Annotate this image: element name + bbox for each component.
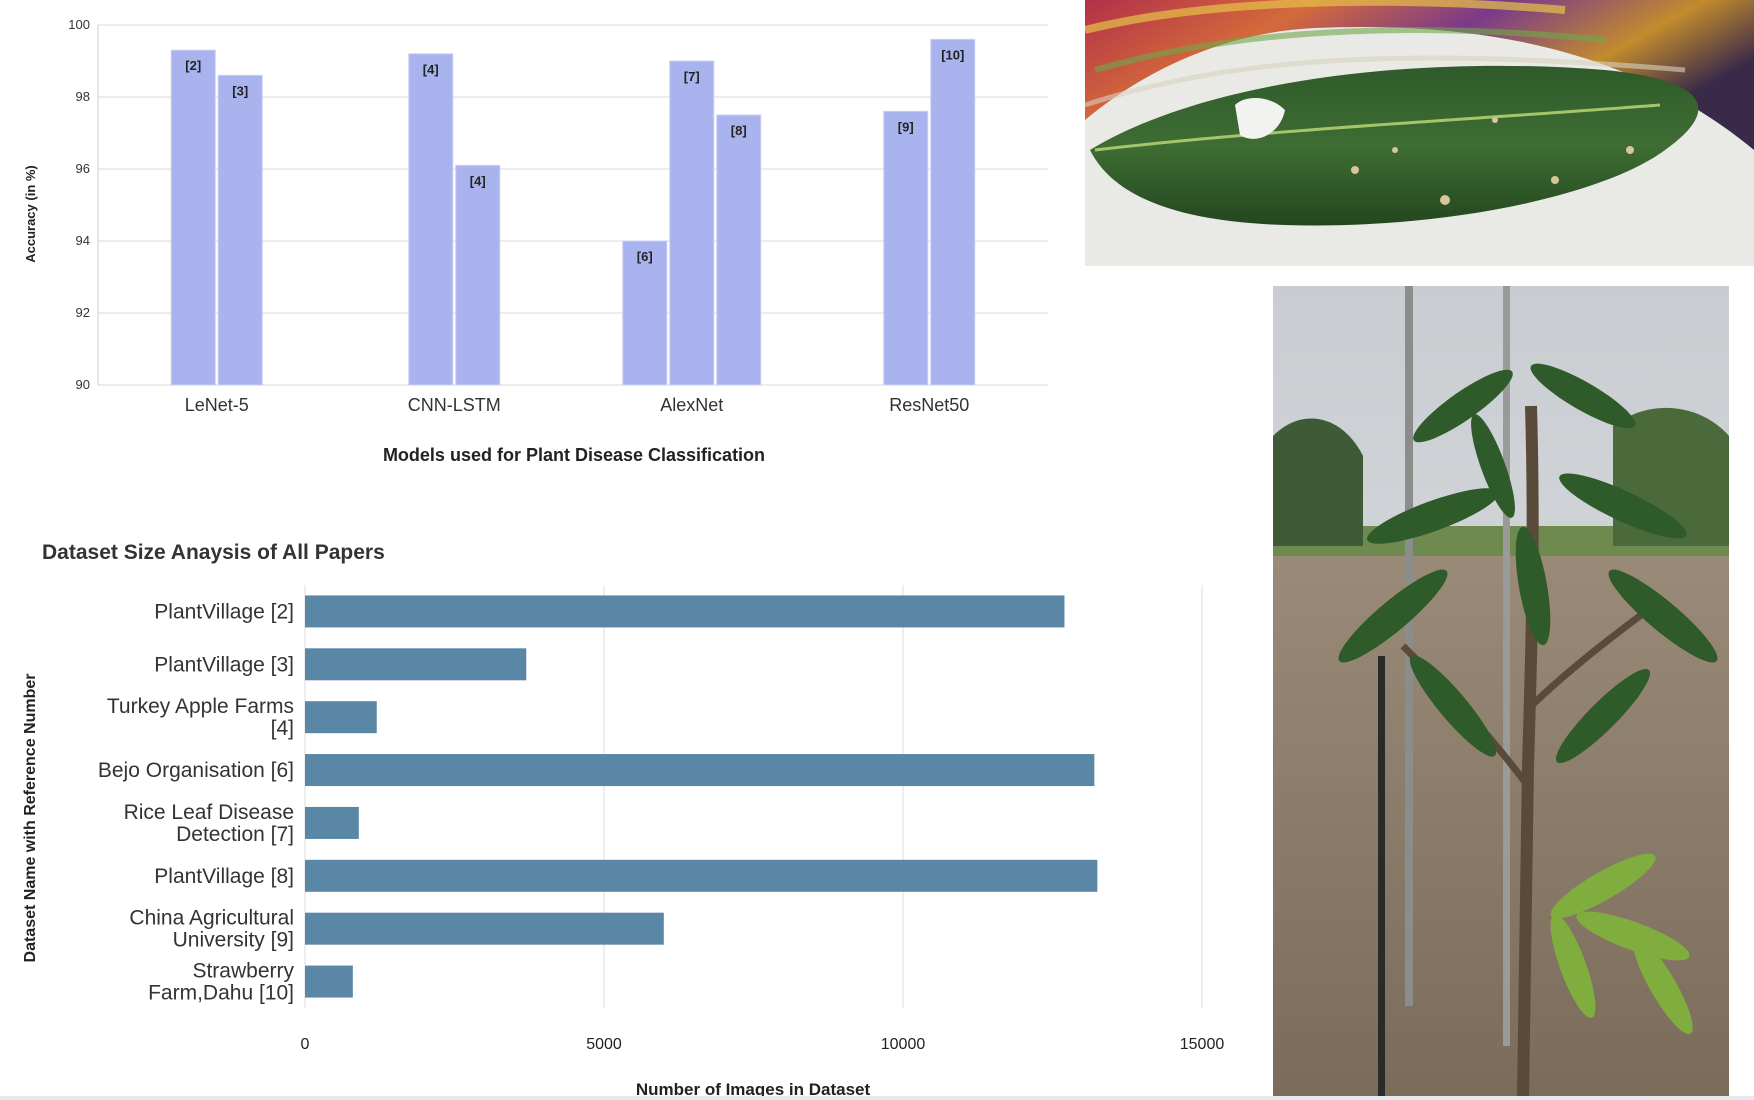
bar (716, 114, 762, 386)
x-tick-label: ResNet50 (889, 395, 969, 415)
bar-data-label: [2] (185, 58, 201, 73)
bar (305, 648, 527, 681)
category-label: PlantVillage [8] (154, 865, 294, 888)
dataset-size-bar-chart: 0 5000 10000 15000 Dataset Size Anaysis of A… (22, 541, 1225, 1099)
x-tick-label: 10000 (881, 1036, 926, 1053)
bar (305, 912, 664, 945)
x-axis-title: Number of Images in Dataset (636, 1080, 871, 1099)
mango-leaf-photo (1085, 0, 1754, 266)
bar-data-label: [9] (898, 119, 914, 134)
category-label: PlantVillage [2] (154, 600, 294, 623)
bar (305, 965, 353, 998)
bar (455, 164, 501, 386)
bar (408, 53, 454, 386)
x-axis-title: Models used for Plant Disease Classifica… (383, 445, 765, 465)
category-label: PlantVillage [3] (154, 653, 294, 676)
bar (305, 595, 1065, 628)
x-tick-label: 0 (301, 1036, 310, 1053)
bar (305, 859, 1098, 892)
y-axis-title: Accuracy (in %) (23, 165, 38, 263)
bar-data-label: [4] (423, 62, 439, 77)
bar (305, 701, 377, 734)
bar (217, 74, 263, 386)
x-tick-label: AlexNet (660, 395, 723, 415)
bar-data-label: [8] (731, 123, 747, 138)
y-axis-title: Dataset Name with Reference Number (22, 674, 39, 963)
category-label: Bejo Organisation [6] (98, 759, 294, 782)
y-tick-label: 92 (76, 305, 90, 320)
bar (883, 110, 929, 386)
bar (305, 806, 359, 839)
y-tick-label: 90 (76, 377, 90, 392)
y-tick-label: 98 (76, 89, 90, 104)
bottom-divider (0, 1096, 1754, 1100)
y-tick-label: 94 (76, 233, 90, 248)
chart-title: Dataset Size Anaysis of All Papers (42, 541, 385, 564)
accuracy-bar-chart: 100 98 96 94 92 90 [2] [3] LeNet-5 [4] [4] CNN-LSTM… (23, 17, 1048, 465)
x-tick-label: CNN-LSTM (408, 395, 501, 415)
bar (305, 754, 1095, 787)
y-tick-label: 96 (76, 161, 90, 176)
bar-data-label: [10] (941, 47, 964, 62)
mango-tree-photo (1273, 286, 1729, 1096)
y-tick-label: 100 (68, 17, 90, 32)
bar (930, 38, 976, 386)
bar-data-label: [3] (232, 83, 248, 98)
bar (170, 49, 216, 386)
bar (622, 240, 668, 386)
bar-data-label: [4] (470, 173, 486, 188)
bar-data-label: [6] (637, 249, 653, 264)
bar (669, 60, 715, 386)
category-label: Strawberry Farm,Dahu [10] (148, 960, 294, 1005)
x-tick-label: LeNet-5 (185, 395, 249, 415)
category-label: Turkey Apple Farms [4] (107, 695, 294, 740)
bar-data-label: [7] (684, 69, 700, 84)
x-tick-label: 5000 (586, 1036, 622, 1053)
x-tick-label: 15000 (1180, 1036, 1225, 1053)
category-label: Rice Leaf Disease Detection [7] (124, 801, 294, 846)
category-label: China Agricultural University [9] (129, 907, 294, 952)
